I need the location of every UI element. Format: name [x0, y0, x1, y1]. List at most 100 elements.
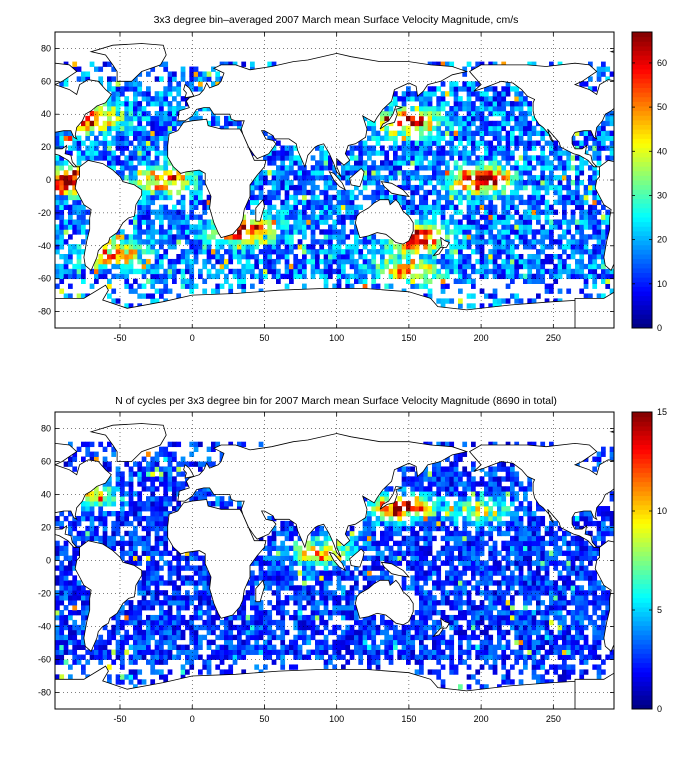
heatmap-cell [167, 175, 173, 181]
heatmap-cell [319, 619, 325, 626]
heatmap-cell [414, 155, 420, 161]
heatmap-cell [466, 130, 472, 136]
heatmap-cell [484, 189, 489, 196]
heatmap-cell [94, 140, 99, 146]
heatmap-cell [536, 209, 541, 215]
heatmap-cell [436, 155, 442, 161]
heatmap-cell [427, 249, 433, 255]
heatmap-cell [224, 249, 229, 255]
heatmap-cell [284, 199, 290, 206]
heatmap-cell [297, 590, 303, 596]
heatmap-cell [440, 91, 446, 97]
heatmap-cell [267, 619, 273, 626]
heatmap-cell [605, 224, 611, 230]
heatmap-cell [384, 125, 390, 132]
heatmap-cell [332, 234, 338, 240]
heatmap-cell [566, 634, 572, 641]
heatmap-cell [579, 659, 585, 665]
heatmap-cell [514, 580, 520, 586]
heatmap-cell [245, 244, 251, 250]
heatmap-cell [163, 209, 169, 215]
heatmap-cell [263, 219, 268, 225]
heatmap-cell [85, 595, 91, 601]
heatmap-cell [518, 610, 524, 616]
heatmap-cell [462, 120, 468, 127]
heatmap-cell [414, 610, 420, 616]
heatmap-cell [458, 278, 463, 284]
heatmap-cell [453, 565, 459, 571]
heatmap-cell [198, 239, 203, 245]
heatmap-cell [254, 234, 260, 240]
heatmap-cell [302, 273, 307, 280]
heatmap-cell [536, 293, 541, 299]
heatmap-cell [68, 249, 73, 255]
heatmap-cell [241, 219, 247, 225]
heatmap-cell [107, 258, 112, 265]
heatmap-cell [553, 239, 559, 245]
heatmap-cell [263, 175, 268, 181]
heatmap-cell [72, 209, 78, 215]
heatmap-cell [180, 219, 186, 225]
heatmap-cell [367, 258, 372, 265]
heatmap-cell [367, 659, 372, 665]
heatmap-cell [115, 91, 121, 97]
heatmap-cell [150, 565, 156, 571]
heatmap-cell [536, 565, 541, 571]
heatmap-cell [137, 145, 143, 151]
heatmap-cell [518, 96, 524, 102]
heatmap-cell [289, 614, 294, 621]
heatmap-cell [263, 130, 268, 136]
heatmap-cell [341, 590, 346, 596]
heatmap-cell [419, 199, 424, 206]
heatmap-cell [501, 634, 507, 641]
heatmap-cell [176, 610, 182, 616]
heatmap-cell [596, 145, 602, 151]
heatmap-cell [328, 659, 333, 665]
heatmap-cell [419, 165, 424, 171]
heatmap-cell [124, 263, 130, 270]
heatmap-cell [336, 639, 342, 646]
heatmap-cell [328, 180, 333, 186]
heatmap-cell [254, 184, 260, 191]
heatmap-cell [76, 595, 82, 601]
heatmap-cell [276, 610, 281, 616]
heatmap-cell [531, 234, 537, 240]
heatmap-cell [146, 135, 151, 141]
heatmap-cell [497, 140, 502, 146]
heatmap-cell [198, 219, 203, 225]
heatmap-cell [98, 634, 104, 641]
heatmap-cell [527, 600, 533, 606]
heatmap-cell [63, 619, 69, 626]
heatmap-cell [302, 614, 307, 621]
heatmap-cell [115, 649, 121, 655]
heatmap-cell [384, 263, 390, 270]
heatmap-cell [111, 150, 117, 156]
heatmap-cell [423, 283, 429, 289]
heatmap-cell [440, 184, 446, 191]
heatmap-cell [59, 184, 65, 191]
heatmap-cell [536, 214, 541, 220]
heatmap-cell [406, 115, 411, 122]
heatmap-cell [302, 268, 307, 275]
heatmap-cell [354, 234, 359, 240]
heatmap-cell [427, 610, 433, 616]
heatmap-cell [449, 619, 455, 626]
heatmap-cell [328, 610, 333, 616]
heatmap-cell [484, 580, 489, 586]
heatmap-cell [523, 110, 528, 117]
heatmap-cell [150, 209, 156, 215]
heatmap-cell [544, 258, 550, 265]
heatmap-cell [336, 268, 342, 275]
heatmap-cell [596, 234, 602, 240]
heatmap-cell [367, 239, 372, 245]
heatmap-cell [527, 278, 533, 284]
heatmap-cell [133, 130, 138, 136]
heatmap-cell [245, 629, 251, 636]
heatmap-cell [306, 654, 312, 660]
heatmap-cell [341, 189, 346, 196]
heatmap-cell [293, 273, 299, 280]
heatmap-cell [596, 639, 602, 646]
heatmap-cell [59, 209, 65, 215]
heatmap-cell [159, 125, 164, 132]
heatmap-cell [553, 669, 559, 675]
